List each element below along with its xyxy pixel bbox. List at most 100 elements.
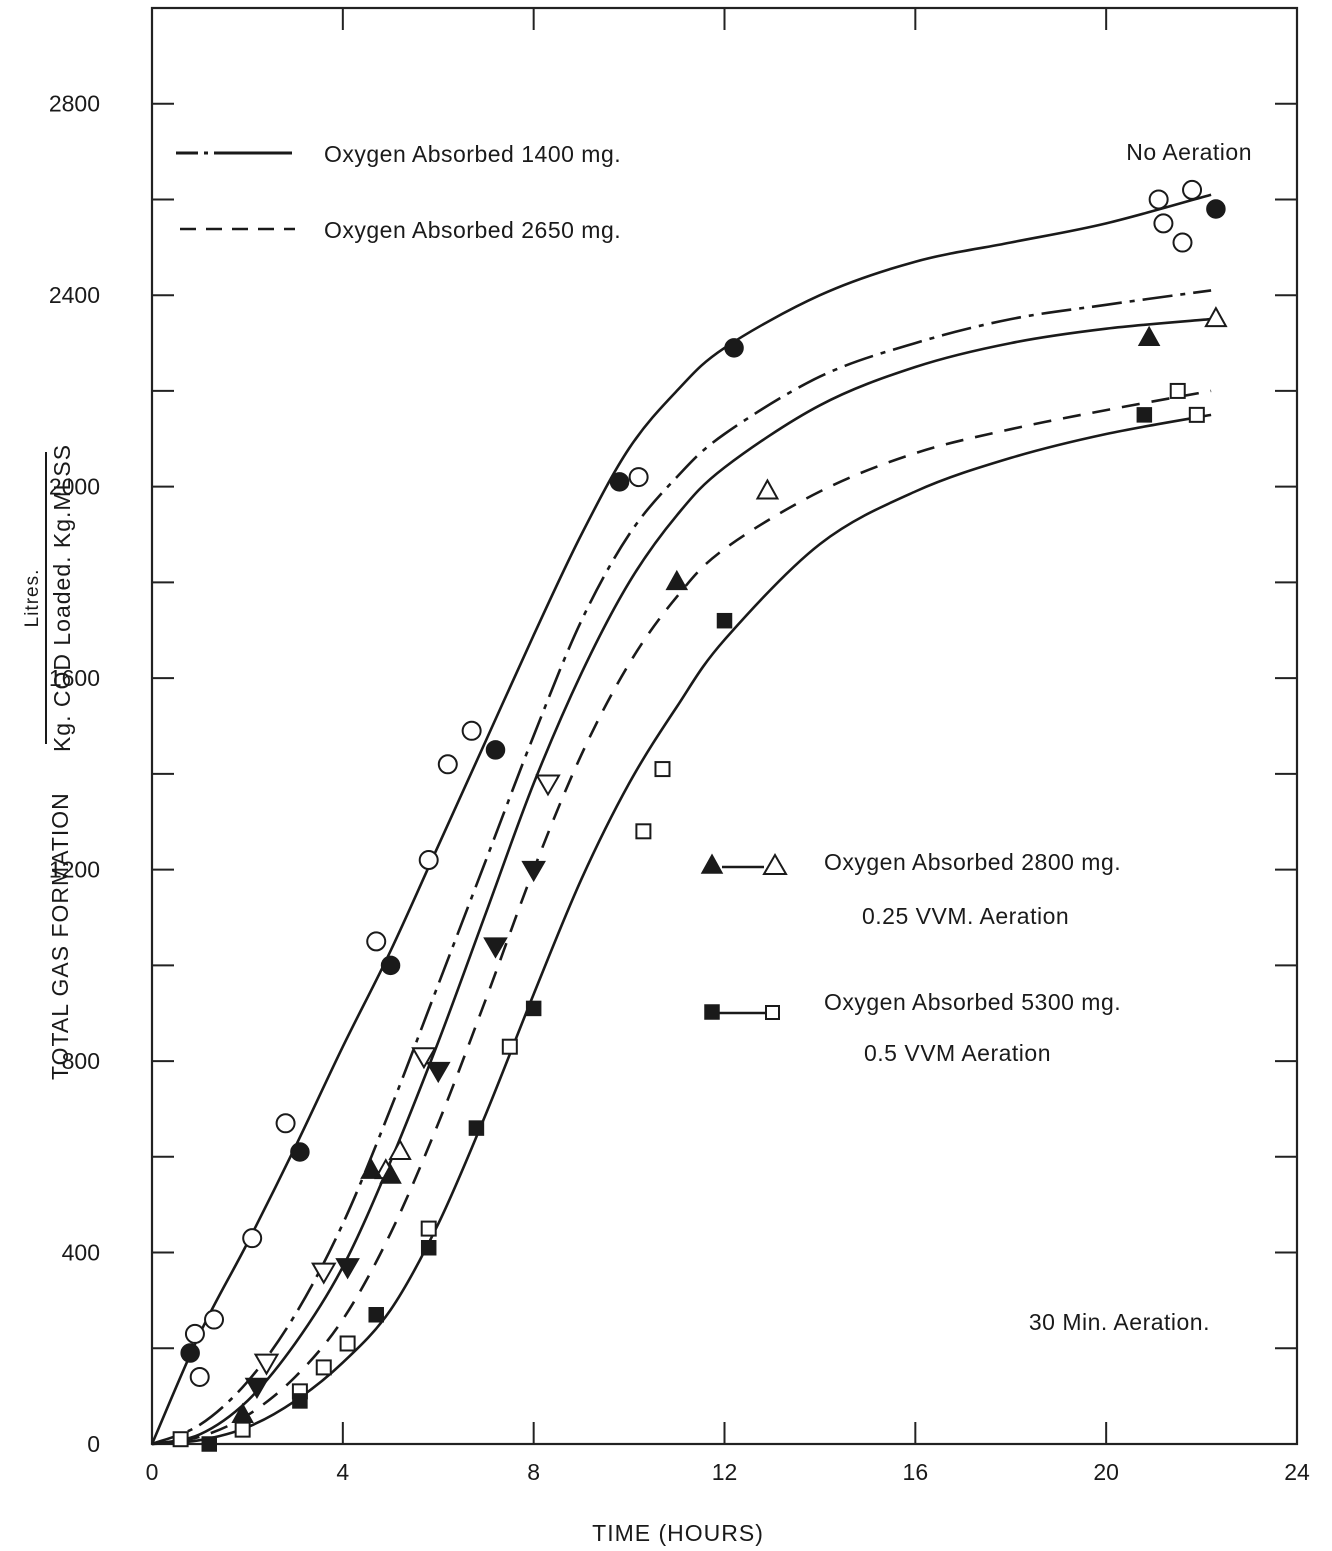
legend-triangle-line2: 0.25 VVM. Aeration: [862, 903, 1069, 929]
series-4-filled-square-marker: [1136, 407, 1153, 423]
y-tick-label: 2800: [49, 91, 100, 117]
y-tick-label: 1200: [49, 857, 100, 883]
legend-triangle-open: [762, 853, 788, 875]
series-1-filled-inverted-triangle-marker: [335, 1258, 360, 1280]
series-2-open-triangle-marker: [755, 478, 780, 500]
series-1-filled-inverted-triangle-marker: [521, 860, 546, 883]
y-axis-title-group: TOTAL GAS FORMATION: [47, 792, 73, 1080]
annotation-no-aeration: No Aeration: [1126, 139, 1252, 165]
series-1-filled-inverted-triangle-marker: [425, 1061, 451, 1084]
series-line-2: [151, 317, 1212, 1446]
y-axis-unit-group: Litres. Kg. COD Loaded. Kg.MLSS: [22, 444, 75, 752]
series-0-open-circle-marker: [204, 1309, 225, 1330]
y-tick-label: 2400: [49, 282, 100, 308]
series-line-3: [151, 389, 1212, 1446]
series-line-4: [151, 413, 1212, 1446]
series-0-filled-circle-marker: [724, 338, 744, 358]
series-0-filled-circle-marker: [1206, 199, 1226, 219]
series-0-filled-circle-marker: [380, 955, 401, 976]
series-1-open-inverted-triangle-marker: [253, 1353, 280, 1376]
series-4-open-square-marker: [172, 1431, 189, 1448]
series-4-open-square-marker: [1188, 406, 1205, 423]
series-4-open-square-marker: [315, 1359, 332, 1376]
line-legend: Oxygen Absorbed 1400 mg. Oxygen Absorbed…: [176, 141, 621, 243]
series-2-filled-triangle-marker: [665, 569, 689, 591]
series-1-open-inverted-triangle-marker: [311, 1262, 337, 1285]
series-0-filled-circle-marker: [290, 1142, 310, 1162]
series-2-open-triangle-marker: [1204, 306, 1228, 328]
series-1-open-inverted-triangle-marker: [411, 1047, 437, 1070]
y-axis-unit-denominator: Kg. COD Loaded. Kg.MLSS: [49, 444, 75, 752]
series-4-filled-square-marker: [525, 1000, 542, 1017]
series-0-open-circle-marker: [275, 1113, 296, 1134]
series-2-open-triangle-marker: [388, 1138, 412, 1161]
series-4-open-square-marker: [635, 823, 652, 840]
series-1-filled-inverted-triangle-marker: [483, 937, 508, 959]
x-axis-title: TIME (HOURS): [592, 1520, 764, 1546]
series-0-open-circle-marker: [437, 754, 458, 775]
series-2-filled-triangle-marker: [379, 1163, 402, 1184]
x-tick-label: 0: [146, 1459, 159, 1485]
y-tick-label: 400: [62, 1240, 100, 1266]
series-0-open-circle-marker: [461, 720, 482, 741]
series-0-open-circle-marker: [1172, 232, 1193, 253]
series-2-filled-triangle-marker: [360, 1158, 383, 1179]
series-1-open-inverted-triangle-marker: [535, 774, 561, 797]
series-0-open-circle-marker: [1182, 179, 1203, 200]
annotation-30-min-aeration: 30 Min. Aeration.: [1029, 1309, 1210, 1335]
tick-labels: 0 4 8 12 16 20 24 0 400 800 1200 1600 2000 2400 2800: [49, 91, 1310, 1485]
series-0-filled-circle-marker: [180, 1343, 200, 1363]
x-tick-label: 8: [527, 1459, 540, 1485]
series-0-open-circle-marker: [628, 467, 649, 488]
series-0-filled-circle-marker: [485, 740, 506, 760]
series-4-open-square-marker: [654, 761, 671, 778]
series-4-open-square-marker: [1169, 382, 1186, 399]
legend-triangle-filled: [700, 853, 724, 874]
series-0-open-circle-marker: [189, 1366, 210, 1387]
series-0-filled-circle-marker: [609, 472, 630, 492]
series-4-filled-square-marker: [420, 1239, 437, 1256]
legend-square-line1: Oxygen Absorbed 5300 mg.: [824, 989, 1121, 1015]
y-tick-label: 1600: [49, 665, 100, 691]
series-4-filled-square-marker: [716, 612, 733, 629]
series-markers: [172, 179, 1228, 1452]
y-tick-label: 0: [87, 1431, 100, 1457]
series-line-1: [151, 289, 1212, 1446]
y-axis-unit-numerator: Litres.: [22, 569, 43, 628]
series-0-open-circle-marker: [1148, 189, 1169, 210]
x-tick-label: 20: [1093, 1459, 1119, 1485]
legend-square-line2: 0.5 VVM Aeration: [864, 1040, 1051, 1066]
axis-ticks: [152, 8, 1297, 1444]
legend-square-filled: [704, 1004, 720, 1020]
x-tick-label: 4: [336, 1459, 349, 1485]
legend-dashed-label: Oxygen Absorbed 2650 mg.: [324, 217, 621, 243]
x-tick-label: 12: [712, 1459, 738, 1485]
series-4-open-square-marker: [234, 1421, 251, 1438]
series-4-filled-square-marker: [201, 1436, 217, 1452]
y-tick-label: 800: [62, 1048, 100, 1074]
series-0-open-circle-marker: [366, 931, 387, 952]
series-1-filled-inverted-triangle-marker: [244, 1377, 270, 1400]
series-0-open-circle-marker: [1153, 213, 1174, 234]
legend-triangle-line1: Oxygen Absorbed 2800 mg.: [824, 849, 1121, 875]
legend-square-open: [765, 1005, 780, 1020]
series-4-open-square-marker: [420, 1220, 437, 1237]
series-4-open-square-marker: [339, 1335, 356, 1352]
series-4-filled-square-marker: [368, 1307, 384, 1323]
series-0-open-circle-marker: [242, 1228, 263, 1249]
y-axis-title: TOTAL GAS FORMATION: [47, 792, 73, 1080]
y-tick-label: 2000: [49, 474, 100, 500]
series-4-filled-square-marker: [292, 1393, 308, 1409]
series-curves: [150, 193, 1212, 1446]
x-tick-label: 16: [903, 1459, 929, 1485]
series-line-0: [150, 193, 1212, 1445]
series-4-filled-square-marker: [468, 1120, 485, 1136]
series-4-open-square-marker: [501, 1038, 518, 1055]
series-0-open-circle-marker: [418, 850, 439, 871]
series-2-filled-triangle-marker: [1137, 325, 1161, 347]
series-0-open-circle-marker: [184, 1323, 205, 1344]
legend-dash-dot-label: Oxygen Absorbed 1400 mg.: [324, 141, 621, 167]
marker-legend: Oxygen Absorbed 2800 mg. 0.25 VVM. Aerat…: [700, 849, 1121, 1066]
x-tick-label: 24: [1284, 1459, 1310, 1485]
